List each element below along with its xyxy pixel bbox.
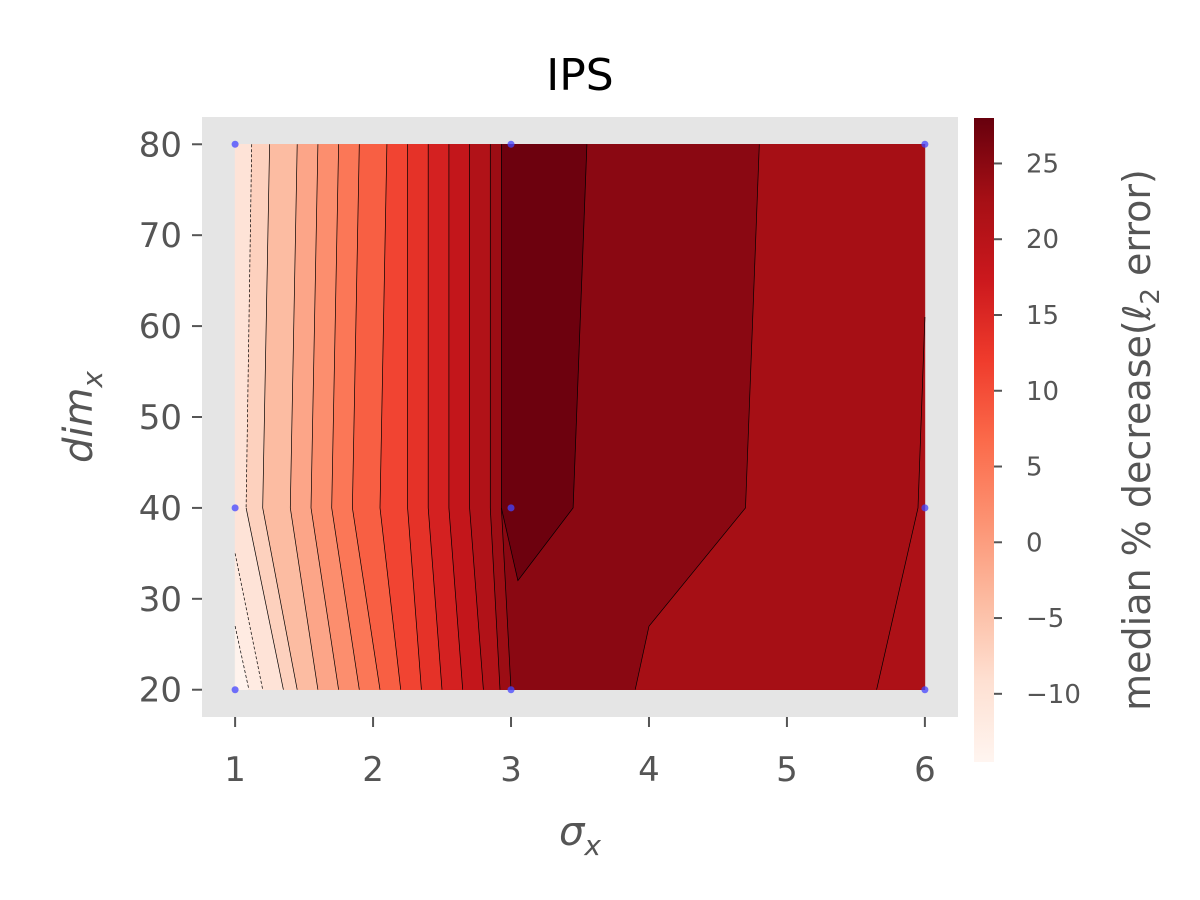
contour-line — [448, 144, 464, 690]
y-tick-label: 70 — [139, 216, 182, 256]
y-tick-label: 80 — [139, 125, 182, 165]
contour-line — [379, 144, 402, 690]
grid-point — [507, 504, 515, 512]
contour-line — [289, 144, 319, 690]
contour-line — [245, 144, 253, 508]
x-axis-label: σx — [559, 809, 601, 862]
x-axis-ticks: 1 2 3 4 5 6 — [224, 717, 936, 790]
contour-line — [331, 144, 360, 690]
grid-point — [921, 686, 929, 694]
colorbar-tick-label: −10 — [1026, 680, 1081, 710]
colorbar-tick-label: 20 — [1026, 225, 1059, 255]
contour-line — [427, 144, 443, 690]
contour-line — [245, 507, 284, 690]
contour-line — [352, 144, 381, 690]
chart-title: IPS — [546, 50, 613, 101]
grid-point — [921, 140, 929, 148]
y-tick-label: 60 — [139, 307, 182, 347]
contour-line — [876, 316, 926, 690]
colorbar-tick-label: 10 — [1026, 377, 1059, 407]
contour-line — [262, 144, 298, 690]
y-tick-label: 40 — [139, 489, 182, 529]
contour-lines — [234, 144, 926, 690]
colorbar-ticks: −10 −5 0 5 10 15 20 25 — [994, 149, 1081, 710]
grid-point — [231, 686, 239, 694]
y-axis-ticks: 20 30 40 50 60 70 80 — [139, 125, 202, 711]
x-tick-label: 4 — [638, 750, 660, 790]
contour-line — [310, 144, 339, 690]
contour-line — [489, 144, 501, 690]
grid-point — [921, 504, 929, 512]
x-tick-label: 5 — [776, 750, 798, 790]
contour-bands — [234, 144, 926, 691]
grid-points — [231, 140, 929, 694]
colorbar-tick-label: 0 — [1026, 528, 1043, 558]
colorbar-label: median % decrease(ℓ2 error) — [1115, 169, 1166, 711]
grid-point — [507, 140, 515, 148]
contour-line — [234, 553, 264, 690]
contour-line — [234, 626, 250, 690]
y-axis-label: dimx — [56, 371, 109, 463]
y-tick-label: 20 — [139, 671, 182, 711]
colorbar — [974, 118, 994, 762]
colorbar-tick-label: 15 — [1026, 301, 1059, 331]
x-tick-label: 1 — [224, 750, 246, 790]
contour-line — [469, 144, 484, 690]
colorbar-tick-label: −5 — [1026, 604, 1064, 634]
x-tick-label: 6 — [914, 750, 936, 790]
grid-point — [231, 504, 239, 512]
colorbar-tick-label: 25 — [1026, 149, 1059, 179]
grid-point — [231, 140, 239, 148]
contour-line — [407, 144, 422, 690]
y-tick-label: 50 — [139, 398, 182, 438]
contour-line — [501, 144, 588, 582]
colorbar-tick-label: 5 — [1026, 453, 1043, 483]
x-tick-label: 2 — [362, 750, 384, 790]
contour-line — [634, 144, 760, 690]
x-tick-label: 3 — [500, 750, 522, 790]
y-tick-label: 30 — [139, 580, 182, 620]
grid-point — [507, 686, 515, 694]
